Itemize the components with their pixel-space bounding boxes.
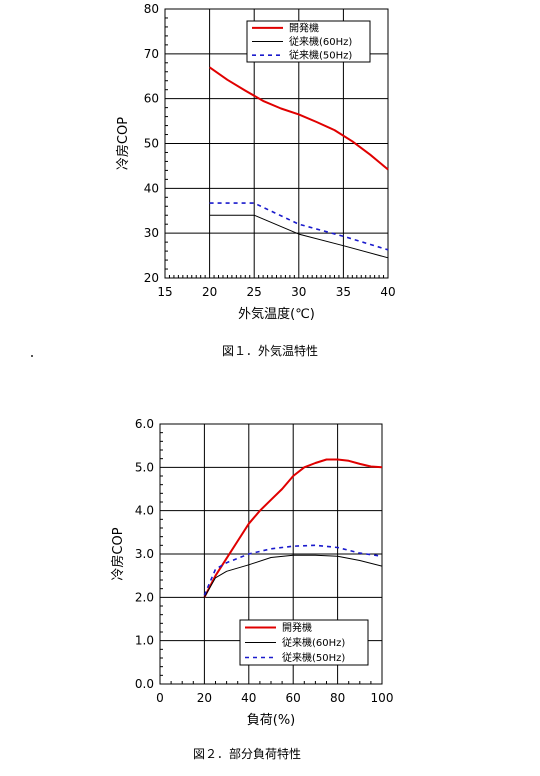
x-tick-label: 15	[157, 285, 172, 299]
legend-label: 従来機(60Hz)	[282, 636, 345, 649]
x-tick-label: 20	[202, 285, 217, 299]
figure-caption: 図１．外気温特性	[222, 343, 318, 358]
y-tick-label: 30	[144, 226, 159, 240]
y-tick-label: 4.0	[135, 504, 154, 518]
y-tick-label: 60	[144, 92, 159, 106]
series-line-0	[209, 66, 389, 171]
y-tick-label: 70	[144, 47, 159, 61]
partial-load-chart: 0 20 40 60 80 100 0.0 1.0 2.0 3.0 4.0 5.0 6.0 負荷(%) 冷房…	[110, 417, 394, 761]
y-tick-label: 80	[144, 2, 159, 16]
series-line-2	[209, 202, 389, 251]
y-tick-label: 3.0	[135, 547, 154, 561]
series-line-1	[203, 554, 383, 598]
legend-label: 開発機	[282, 621, 312, 634]
y-tick-label: 5.0	[135, 460, 154, 474]
series-line-0	[203, 458, 383, 598]
x-axis-label: 外気温度(℃)	[238, 306, 315, 322]
x-axis-label: 負荷(%)	[247, 713, 296, 728]
legend-label: 従来機(50Hz)	[282, 651, 345, 664]
x-tick-label: 35	[336, 285, 351, 299]
y-tick-label: 0.0	[135, 677, 154, 691]
x-tick-label: 0	[156, 691, 164, 705]
figure-caption: 図２．部分負荷特性	[193, 746, 301, 761]
x-tick-label: 25	[247, 285, 262, 299]
x-tick-label: 60	[286, 691, 301, 705]
legend-label: 開発機	[289, 21, 319, 34]
y-tick-label: 1.0	[135, 634, 154, 648]
y-tick-label: 20	[144, 271, 159, 285]
series-line-2	[203, 544, 383, 596]
x-tick-label: 40	[241, 691, 256, 705]
stray-dot	[31, 355, 33, 357]
legend-label: 従来機(60Hz)	[289, 35, 352, 48]
outdoor-temperature-chart: 15 20 25 30 35 4020304050607080外気温度(℃)冷房COP開発…	[115, 2, 396, 358]
x-tick-label: 100	[371, 691, 394, 705]
x-tick-label: 20	[197, 691, 212, 705]
y-tick-label: 50	[144, 137, 159, 151]
y-tick-label: 6.0	[135, 417, 154, 431]
x-tick-label: 80	[330, 691, 345, 705]
y-tick-label: 2.0	[135, 590, 154, 604]
legend-label: 従来機(50Hz)	[289, 49, 352, 62]
y-axis-label: 冷房COP	[115, 117, 131, 170]
x-tick-label: 40	[380, 285, 395, 299]
y-axis-label: 冷房COP	[110, 527, 126, 580]
x-tick-label: 30	[291, 285, 306, 299]
series-line-1	[209, 214, 389, 259]
y-tick-label: 40	[144, 181, 159, 195]
